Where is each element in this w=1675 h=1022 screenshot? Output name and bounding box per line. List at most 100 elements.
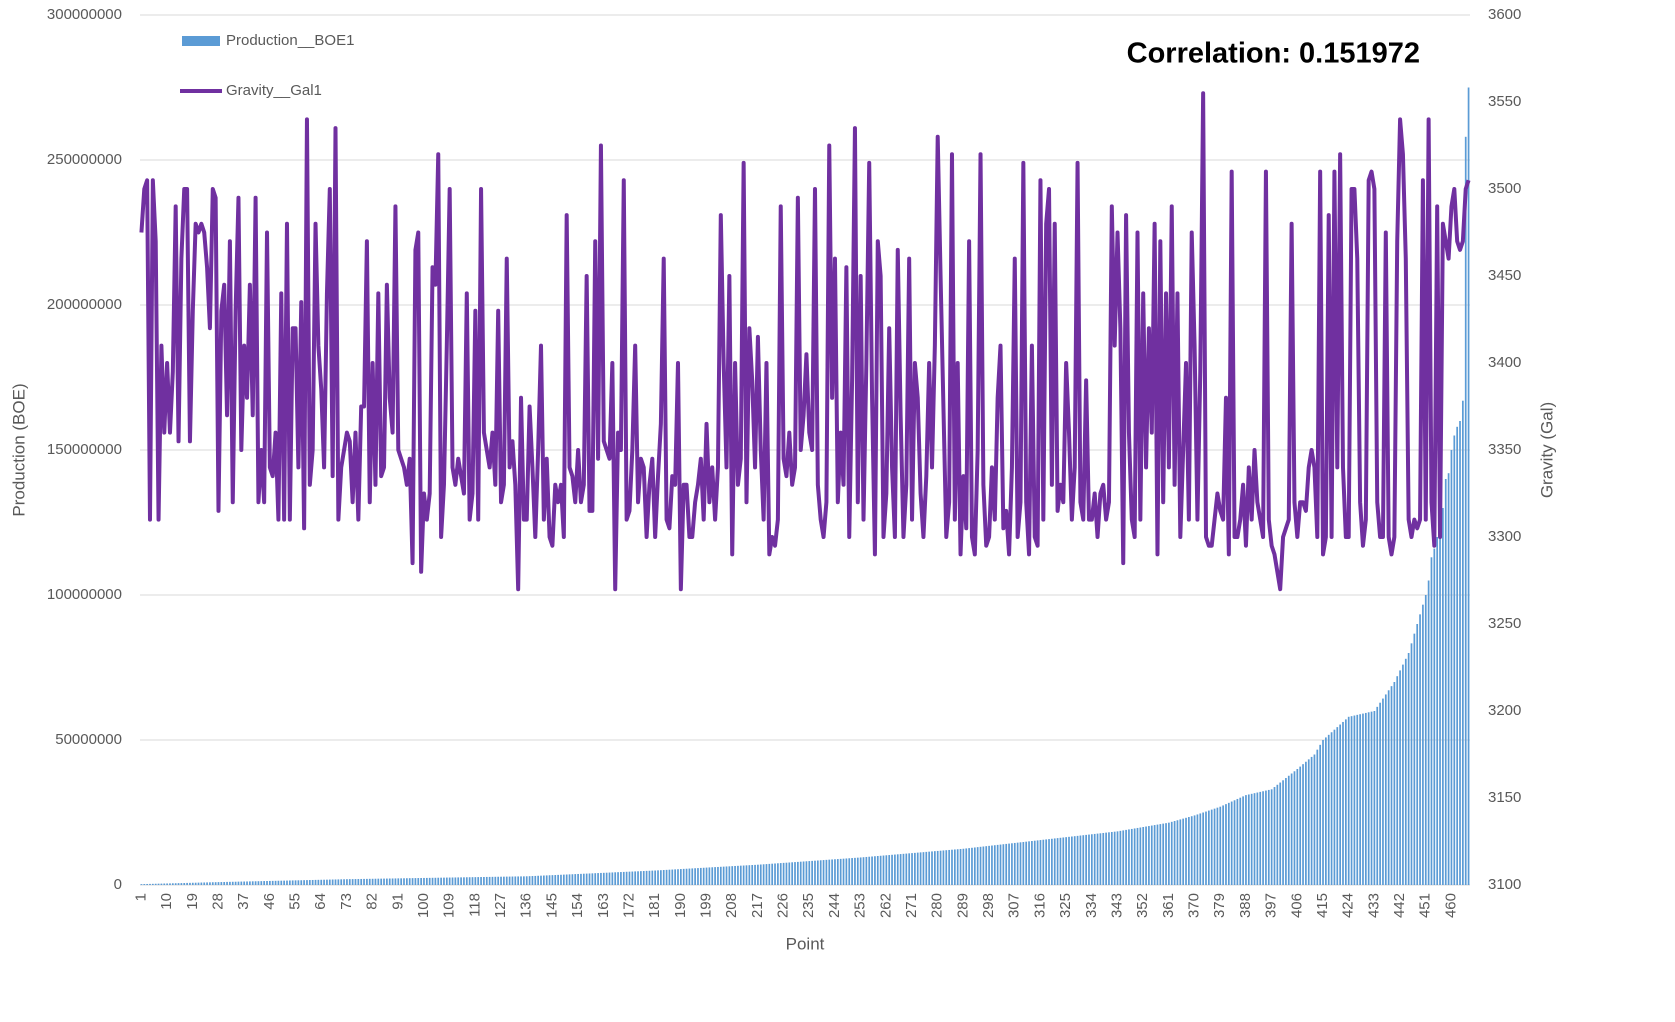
bar xyxy=(1153,825,1156,885)
bar xyxy=(1039,840,1042,885)
bar xyxy=(594,873,597,885)
bar xyxy=(203,882,206,885)
x-tick-label: 163 xyxy=(595,893,612,918)
bar xyxy=(280,880,283,885)
bar xyxy=(400,878,403,885)
bar xyxy=(625,871,628,885)
bar xyxy=(779,863,782,885)
bar xyxy=(985,846,988,885)
bar xyxy=(885,855,888,885)
bar xyxy=(1085,834,1087,885)
bar xyxy=(1322,740,1324,885)
bar xyxy=(1313,754,1316,885)
x-tick-label: 136 xyxy=(518,893,535,918)
bar xyxy=(911,853,913,885)
bar xyxy=(183,882,186,885)
x-tick-label: 37 xyxy=(235,893,252,910)
bar xyxy=(622,871,625,885)
bar xyxy=(962,848,965,885)
bar xyxy=(1242,796,1244,885)
bar xyxy=(1327,734,1330,885)
bar xyxy=(660,870,662,885)
x-tick-label: 334 xyxy=(1083,893,1100,918)
bar xyxy=(691,868,694,885)
x-tick-label: 325 xyxy=(1057,893,1074,918)
bar xyxy=(951,849,953,885)
bar xyxy=(1399,670,1401,885)
bar xyxy=(366,878,368,885)
bar xyxy=(1082,835,1085,885)
bar xyxy=(1353,715,1356,885)
bar xyxy=(839,858,842,885)
bar xyxy=(1404,658,1407,885)
y2-tick-label: 3300 xyxy=(1488,528,1521,545)
bar xyxy=(634,871,637,885)
x-tick-label: 280 xyxy=(929,893,946,918)
y2-tick-label: 3600 xyxy=(1488,6,1521,23)
x-tick-label: 46 xyxy=(261,893,278,910)
bar xyxy=(214,882,217,885)
bar xyxy=(311,879,314,885)
bar xyxy=(1016,842,1019,885)
bar xyxy=(996,844,999,885)
bar xyxy=(956,849,959,885)
bar xyxy=(811,860,813,885)
bar xyxy=(1096,833,1099,885)
bar xyxy=(146,883,148,885)
y-axis-title: Production (BOE) xyxy=(9,383,28,516)
bar xyxy=(200,882,203,885)
bar xyxy=(423,877,425,885)
x-tick-label: 415 xyxy=(1314,893,1331,918)
bar xyxy=(1173,821,1176,885)
bar xyxy=(1059,837,1062,885)
bar xyxy=(1464,136,1467,886)
bar xyxy=(808,861,811,885)
bar xyxy=(1419,614,1421,885)
bar xyxy=(577,873,579,885)
bar xyxy=(1347,716,1350,885)
x-tick-label: 64 xyxy=(312,893,329,910)
bar xyxy=(374,878,377,885)
bar xyxy=(1253,793,1256,885)
bar xyxy=(785,862,788,885)
bar xyxy=(391,878,394,885)
bar xyxy=(600,872,602,885)
bar xyxy=(1139,827,1142,885)
y-tick-label: 50000000 xyxy=(55,731,122,748)
bar xyxy=(1102,832,1105,885)
bar xyxy=(1205,811,1207,885)
bar xyxy=(936,850,939,885)
bar xyxy=(620,872,622,885)
bar xyxy=(745,865,748,885)
bar xyxy=(488,876,491,885)
bar xyxy=(671,869,674,885)
bar xyxy=(189,882,191,885)
bar xyxy=(363,878,365,885)
bar xyxy=(1427,580,1430,885)
bar xyxy=(520,876,522,885)
bar xyxy=(648,870,651,885)
bar xyxy=(1307,759,1310,885)
bar xyxy=(1453,435,1456,885)
bar xyxy=(617,872,619,885)
bar xyxy=(717,866,719,885)
bar xyxy=(465,877,468,885)
bar xyxy=(879,855,882,885)
bar xyxy=(728,866,731,885)
bar xyxy=(160,883,163,885)
y2-tick-label: 3200 xyxy=(1488,702,1521,719)
bar xyxy=(1447,473,1450,885)
bar xyxy=(360,878,363,885)
bar xyxy=(708,867,711,885)
bar xyxy=(1202,812,1204,885)
bar xyxy=(791,862,794,885)
bar xyxy=(1336,727,1339,885)
bar xyxy=(982,846,985,885)
bar xyxy=(1270,789,1273,885)
bar xyxy=(794,862,796,885)
bar xyxy=(788,862,791,885)
bar xyxy=(1116,831,1119,885)
x-tick-label: 451 xyxy=(1417,893,1434,918)
bar xyxy=(722,866,725,885)
bar xyxy=(471,877,474,885)
